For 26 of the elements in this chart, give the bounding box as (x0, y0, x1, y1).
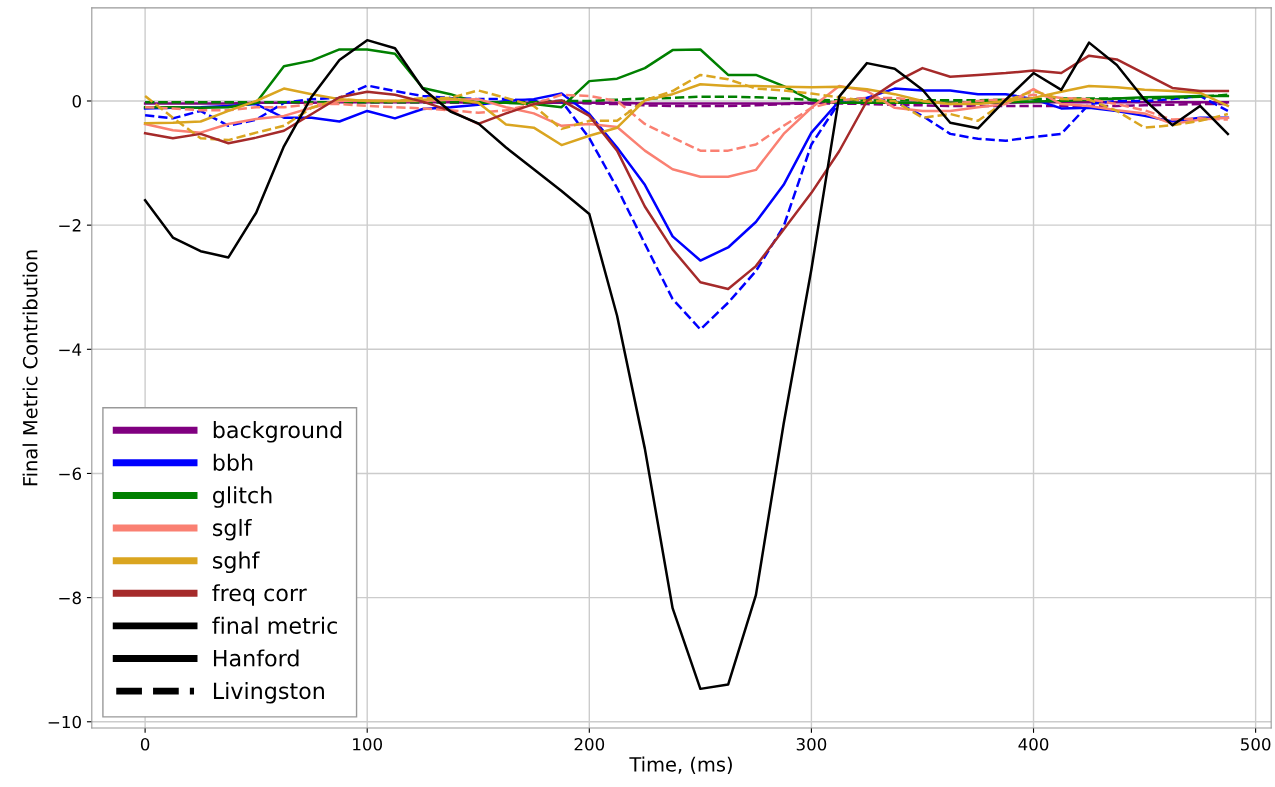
y-tick-label: −4 (59, 343, 82, 356)
y-tick-label: −10 (48, 715, 81, 729)
x-tick-label: 200 (574, 737, 605, 751)
y-tick-label: −6 (59, 467, 82, 481)
x-axis-title: Time, (ms) (629, 756, 732, 774)
legend-label: background (213, 421, 342, 443)
legend-label: Hanford (213, 649, 299, 667)
x-tick-label: 500 (1241, 737, 1271, 751)
line-series (143, 54, 1230, 291)
x-tick-label: 100 (353, 737, 383, 751)
legend-label: glitch (213, 486, 272, 508)
line-series (143, 73, 1230, 142)
legend-label: freq corr (212, 584, 307, 606)
y-axis-title: Final Metric Contribution (22, 250, 38, 486)
legend-label: sghf (213, 551, 260, 574)
y-tick-label: −2 (59, 219, 81, 232)
line-series (143, 84, 1230, 331)
x-tick-label: 400 (1018, 737, 1049, 751)
y-tick-label: −8 (59, 591, 81, 605)
x-tick-label: 300 (796, 737, 827, 751)
x-tick-label: 0 (140, 737, 150, 751)
legend-label: sglf (213, 518, 252, 541)
legend-label: bbh (213, 453, 253, 471)
y-tick-label: 0 (72, 94, 81, 108)
legend-label: Livingston (213, 682, 324, 704)
legend-label: final metric (212, 616, 337, 634)
